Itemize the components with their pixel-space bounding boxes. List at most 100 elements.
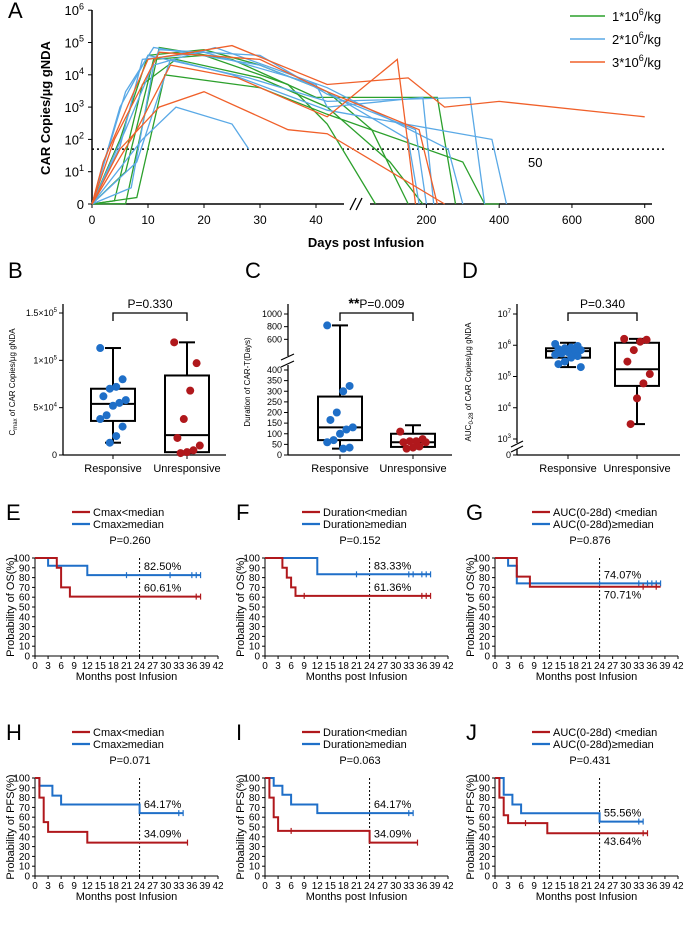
x-tick-label: 27 — [607, 661, 619, 672]
y-tick-label: 10 — [249, 862, 261, 873]
data-point — [96, 344, 105, 353]
x-tick-label: 27 — [147, 881, 159, 892]
y-tick-label: 0 — [484, 872, 490, 883]
y-tick-label: 100 — [13, 774, 30, 785]
y-axis-label: Probability of OS(%) — [465, 557, 477, 657]
y-tick-label: 103 — [498, 434, 512, 444]
y-tick-label: 104 — [65, 66, 84, 83]
p-value: P=0.876 — [569, 535, 610, 547]
x-tick-label: 21 — [351, 881, 363, 892]
x-tick-label: 24 — [134, 881, 146, 892]
x-tick-label: 30 — [390, 661, 402, 672]
x-tick-label: 15 — [555, 881, 567, 892]
y-tick-label: 60 — [19, 813, 31, 824]
y-tick-label: 0 — [277, 450, 282, 460]
y-tick-label: 80 — [249, 793, 261, 804]
y-tick-label: 1.5×105 — [26, 308, 58, 318]
data-point — [323, 438, 332, 447]
p-value: P=0.260 — [109, 535, 150, 547]
y-tick-label: 105 — [498, 371, 512, 381]
x-tick-label: 18 — [338, 881, 350, 892]
data-point — [567, 353, 576, 362]
x-tick-label: 0 — [262, 661, 268, 672]
data-point — [409, 443, 417, 452]
x-tick-label: 33 — [173, 881, 185, 892]
y-tick-label: 0 — [484, 652, 490, 663]
x-tick-label: 9 — [71, 661, 77, 672]
legend-label: 2*106/kg — [612, 30, 661, 47]
y-tick-label: 5×104 — [33, 403, 57, 413]
x-tick-label: 24 — [364, 881, 376, 892]
y-tick-label: 40 — [249, 832, 261, 843]
data-point — [105, 384, 114, 393]
y-tick-label: 0 — [52, 450, 57, 460]
panel-letter: G — [466, 500, 483, 525]
legend-label: Cmax<median — [93, 507, 164, 519]
y-tick-label: 600 — [267, 334, 282, 344]
y-tick-label: 20 — [479, 852, 491, 863]
x-tick-label: 15 — [95, 661, 107, 672]
x-tick-label: 36 — [416, 881, 428, 892]
y-tick-label: 60 — [249, 813, 261, 824]
y-tick-label: 90 — [479, 783, 491, 794]
data-point — [326, 415, 335, 424]
y-tick-label: 0 — [77, 197, 84, 212]
data-point — [332, 408, 341, 417]
km-curve — [35, 777, 188, 844]
axis-break — [280, 353, 295, 361]
data-point — [102, 411, 111, 420]
y-tick-label: 0 — [254, 652, 260, 663]
series-line — [91, 91, 445, 205]
x-tick-label: 3 — [275, 661, 281, 672]
panel-letter: H — [6, 720, 22, 745]
data-point — [339, 444, 348, 453]
panel-letter: I — [236, 720, 242, 745]
y-tick-label: 350 — [267, 376, 282, 386]
data-point — [415, 442, 424, 451]
group-label: Unresponsive — [603, 463, 670, 475]
x-tick-label: 18 — [108, 661, 120, 672]
percent-label: 60.61% — [144, 583, 182, 595]
x-tick-label: 0 — [89, 213, 96, 227]
y-tick-label: 100 — [13, 554, 30, 565]
data-point — [623, 357, 632, 366]
data-point — [112, 432, 121, 441]
x-tick-label: 15 — [325, 881, 337, 892]
y-tick-label: 50 — [19, 603, 31, 614]
km-curve — [265, 777, 414, 815]
x-tick-label: 27 — [147, 661, 159, 672]
y-tick-label: 20 — [249, 852, 261, 863]
group-label: Unresponsive — [379, 463, 446, 475]
x-tick-label: 6 — [288, 881, 294, 892]
p-value: **P=0.009 — [349, 295, 405, 311]
x-tick-label: 21 — [351, 661, 363, 672]
y-tick-label: 80 — [19, 573, 31, 584]
x-tick-label: 36 — [416, 661, 428, 672]
data-point — [195, 441, 204, 450]
x-tick-label: 6 — [58, 661, 64, 672]
x-tick-label: 24 — [594, 881, 606, 892]
x-tick-label: 6 — [518, 881, 524, 892]
x-tick-label: 12 — [542, 661, 554, 672]
data-point — [176, 449, 185, 458]
x-tick-label: 24 — [134, 661, 146, 672]
x-tick-label: 36 — [186, 881, 198, 892]
series-line — [91, 54, 486, 205]
x-tick-label: 3 — [45, 881, 51, 892]
group-label: Responsive — [311, 463, 368, 475]
series-line — [91, 46, 457, 205]
x-tick-label: 400 — [489, 213, 509, 227]
y-tick-label: 30 — [19, 622, 31, 633]
y-tick-label: 250 — [267, 397, 282, 407]
x-axis-label: Months post Infusion — [536, 671, 638, 683]
p-value: P=0.330 — [127, 297, 172, 311]
y-tick-label: 90 — [249, 783, 261, 794]
x-tick-label: 800 — [635, 213, 655, 227]
y-tick-label: 200 — [267, 408, 282, 418]
data-point — [105, 438, 114, 447]
data-point — [329, 436, 338, 445]
x-tick-label: 27 — [377, 881, 389, 892]
y-tick-label: 100 — [473, 774, 490, 785]
x-tick-label: 39 — [199, 661, 211, 672]
